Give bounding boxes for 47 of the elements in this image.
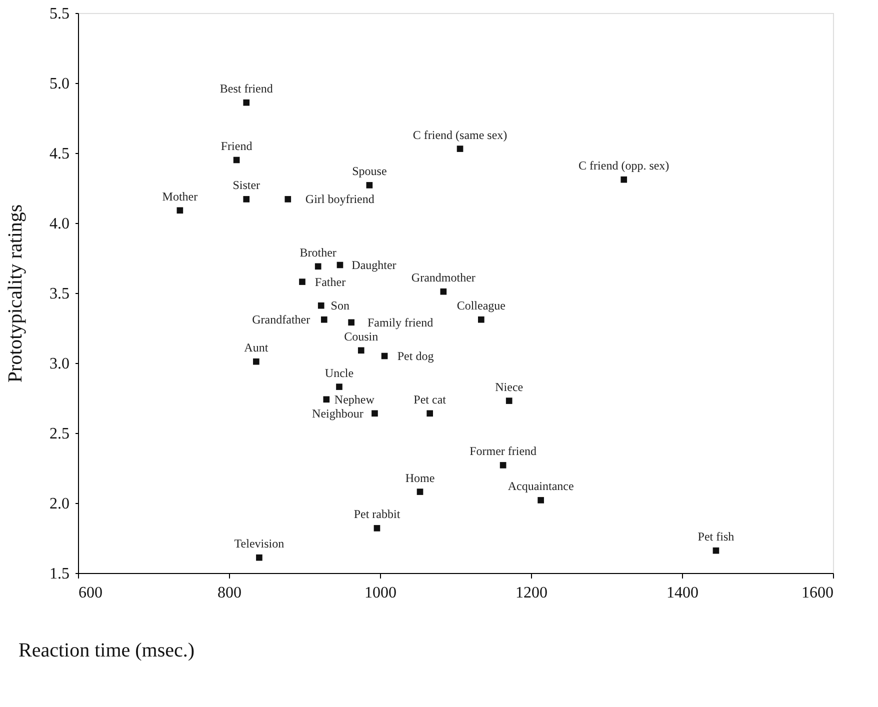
annotation: Colleague bbox=[456, 298, 506, 313]
y-tick-label: 3.0 bbox=[50, 356, 70, 372]
annotation: Pet dog bbox=[397, 349, 434, 363]
annotation: Uncle bbox=[324, 366, 354, 380]
x-tick-label: 1200 bbox=[516, 584, 548, 602]
annotation: Pet rabbit bbox=[354, 507, 401, 522]
annotation: Acquaintance bbox=[508, 479, 574, 494]
annotation: Mother bbox=[162, 189, 198, 204]
y-tick-label: 5.0 bbox=[50, 76, 70, 92]
annotation: Grandmother bbox=[411, 270, 476, 285]
annotation: C friend (same sex) bbox=[412, 128, 508, 142]
y-tick-label: 3.5 bbox=[50, 286, 70, 302]
annotation: Family friend bbox=[367, 315, 434, 330]
y-tick-label: 2.0 bbox=[50, 496, 70, 512]
y-tick-label: 1.5 bbox=[50, 566, 70, 582]
x-axis-title: Reaction time (msec.) bbox=[18, 640, 195, 662]
annotation: Cousin bbox=[344, 329, 378, 344]
x-tick-label: 1600 bbox=[802, 584, 834, 602]
annotation: Niece bbox=[495, 380, 524, 394]
annotation: Friend bbox=[220, 139, 252, 153]
y-tick-label: 4.0 bbox=[50, 216, 70, 232]
annotation: Neighbour bbox=[312, 406, 364, 420]
annotation: Son bbox=[330, 298, 350, 313]
y-tick-label: 5.5 bbox=[50, 6, 70, 22]
annotation: Pet cat bbox=[414, 392, 447, 406]
annotation: Spouse bbox=[352, 164, 387, 178]
annotation: Former friend bbox=[470, 444, 537, 458]
annotation: Grandfather bbox=[252, 312, 310, 327]
y-tick-label: 2.5 bbox=[50, 426, 70, 442]
x-tick-label: 1400 bbox=[666, 584, 698, 602]
y-axis-title: Prototypicality ratings bbox=[4, 204, 26, 383]
annotation: Aunt bbox=[244, 340, 269, 355]
annotation: Sister bbox=[232, 178, 260, 192]
annotation: Nephew bbox=[334, 392, 375, 406]
annotation: Brother bbox=[300, 245, 336, 260]
x-tick-label: 1000 bbox=[364, 584, 396, 602]
annotation: C friend (opp. sex) bbox=[578, 158, 670, 173]
x-tick-label: 600 bbox=[78, 584, 102, 602]
annotation: Pet fish bbox=[698, 530, 734, 544]
y-tick-label: 4.5 bbox=[50, 146, 70, 162]
x-tick-label: 800 bbox=[218, 584, 242, 602]
annotation: Best friend bbox=[220, 82, 273, 96]
annotation: Girl boyfriend bbox=[305, 192, 374, 206]
annotation: Daughter bbox=[352, 258, 396, 272]
annotation: Father bbox=[314, 274, 346, 289]
annotation: Home bbox=[405, 470, 435, 485]
annotation: Television bbox=[234, 536, 284, 551]
